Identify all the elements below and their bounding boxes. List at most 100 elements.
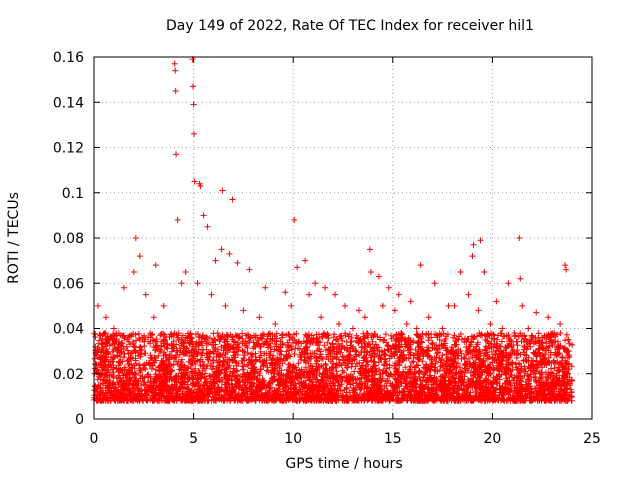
data-point [173, 151, 180, 158]
data-point [545, 314, 552, 321]
data-point [182, 268, 189, 275]
data-point [256, 314, 263, 321]
data-point [174, 216, 181, 223]
data-point [212, 257, 219, 264]
data-point [367, 268, 374, 275]
data-point [229, 196, 236, 203]
data-point [366, 246, 373, 253]
data-point [110, 325, 117, 332]
data-point [194, 280, 201, 287]
data-point [226, 250, 233, 257]
data-point [336, 320, 343, 327]
data-point [481, 268, 488, 275]
data-point [417, 262, 424, 269]
data-point [425, 314, 432, 321]
data-point [391, 307, 398, 314]
data-point [413, 325, 420, 332]
data-point [322, 284, 329, 291]
data-point [525, 325, 532, 332]
data-point [272, 320, 279, 327]
data-point [150, 314, 157, 321]
data-point [332, 291, 339, 298]
data-point [222, 302, 229, 309]
data-point [499, 325, 506, 332]
data-point [197, 182, 204, 189]
data-point [190, 130, 197, 137]
y-tick-label: 0.06 [53, 276, 84, 292]
data-point [457, 268, 464, 275]
data-point [160, 302, 167, 309]
data-point [102, 314, 109, 321]
data-points [94, 56, 572, 343]
data-point [477, 237, 484, 244]
data-point [288, 302, 295, 309]
data-point [451, 302, 458, 309]
data-point [517, 275, 524, 282]
data-point [465, 291, 472, 298]
data-point [341, 302, 348, 309]
dense-band-markers [91, 330, 576, 404]
data-point [519, 302, 526, 309]
data-point [355, 307, 362, 314]
data-point [208, 291, 215, 298]
data-point [219, 187, 226, 194]
data-point [191, 178, 198, 185]
x-tick-label: 25 [583, 431, 601, 447]
data-point [493, 298, 500, 305]
data-point [562, 262, 569, 269]
y-tick-label: 0.08 [53, 231, 84, 247]
data-point [291, 216, 298, 223]
data-point [234, 259, 241, 266]
y-tick-label: 0.1 [62, 186, 84, 202]
data-point [557, 320, 564, 327]
data-point [218, 246, 225, 253]
x-tick-label: 5 [189, 431, 198, 447]
data-point [142, 291, 149, 298]
data-point [262, 284, 269, 291]
data-point [178, 280, 185, 287]
y-tick-label: 0 [75, 412, 84, 428]
data-point [469, 253, 476, 260]
data-point [306, 291, 313, 298]
data-point [172, 67, 179, 74]
y-tick-label: 0.12 [53, 141, 84, 157]
axis-ticks: 0 5 10 15 20 25 0 0.02 0.04 0.06 0.08 0.1 0.12 0.14 0.… [53, 50, 601, 447]
x-tick-label: 0 [90, 431, 99, 447]
data-point [246, 266, 253, 273]
data-point [505, 280, 512, 287]
data-point [385, 284, 392, 291]
data-point [445, 302, 452, 309]
data-point [312, 280, 319, 287]
data-point [361, 314, 368, 321]
data-point [120, 284, 127, 291]
data-point [403, 320, 410, 327]
data-point [511, 330, 518, 337]
data-point [487, 320, 494, 327]
data-point [172, 87, 179, 94]
data-point [130, 268, 137, 275]
y-tick-label: 0.16 [53, 50, 84, 66]
data-point [204, 223, 211, 230]
data-point [439, 325, 446, 332]
data-point [152, 262, 159, 269]
data-point [407, 298, 414, 305]
data-point [375, 273, 382, 280]
data-point [539, 334, 546, 341]
x-tick-label: 10 [284, 431, 302, 447]
chart-title: Day 149 of 2022, Rate Of TEC Index for r… [166, 18, 534, 34]
dense-point-band [91, 330, 576, 404]
x-tick-label: 20 [483, 431, 501, 447]
data-point [563, 266, 570, 273]
data-point [318, 314, 325, 321]
x-tick-label: 15 [384, 431, 402, 447]
y-tick-label: 0.14 [53, 95, 84, 111]
data-point [431, 280, 438, 287]
data-point [136, 253, 143, 260]
data-point [533, 309, 540, 316]
data-point [94, 302, 101, 309]
data-point [132, 235, 139, 241]
y-tick-label: 0.02 [53, 367, 84, 383]
data-point [190, 83, 197, 90]
data-point [349, 325, 356, 332]
